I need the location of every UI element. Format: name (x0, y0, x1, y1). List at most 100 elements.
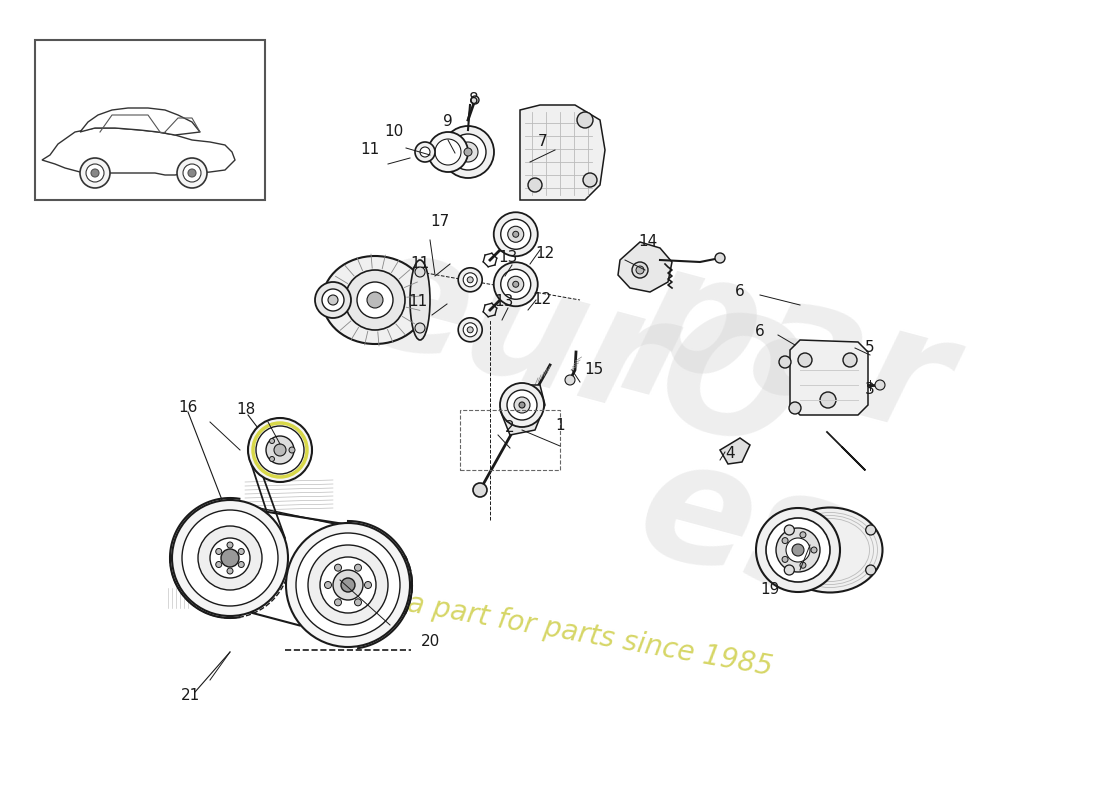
Circle shape (296, 533, 400, 637)
Circle shape (270, 457, 275, 462)
Circle shape (442, 126, 494, 178)
Circle shape (632, 262, 648, 278)
Circle shape (514, 397, 530, 413)
Circle shape (308, 545, 388, 625)
Circle shape (324, 582, 331, 589)
Circle shape (216, 549, 222, 554)
Text: 2: 2 (505, 421, 515, 435)
Text: 18: 18 (236, 402, 255, 418)
Circle shape (248, 418, 312, 482)
Circle shape (334, 599, 341, 606)
Circle shape (354, 599, 362, 606)
Ellipse shape (410, 260, 430, 340)
Circle shape (782, 557, 788, 562)
Circle shape (500, 270, 530, 299)
Circle shape (428, 132, 468, 172)
Circle shape (91, 169, 99, 177)
Text: 6: 6 (755, 325, 764, 339)
Circle shape (528, 178, 542, 192)
Circle shape (274, 444, 286, 456)
Circle shape (227, 568, 233, 574)
Circle shape (468, 277, 473, 282)
Text: 13: 13 (494, 294, 514, 310)
Circle shape (471, 96, 478, 104)
Text: 6: 6 (735, 285, 745, 299)
Text: 20: 20 (420, 634, 440, 650)
Circle shape (776, 528, 820, 572)
Circle shape (358, 282, 393, 318)
Circle shape (172, 500, 288, 616)
Polygon shape (618, 242, 672, 292)
Circle shape (420, 147, 430, 157)
Circle shape (266, 436, 294, 464)
Text: 12: 12 (536, 246, 554, 262)
Text: 1: 1 (556, 418, 564, 434)
Circle shape (766, 518, 830, 582)
Circle shape (459, 268, 482, 292)
Text: 19: 19 (760, 582, 780, 598)
Circle shape (458, 142, 478, 162)
Circle shape (364, 582, 372, 589)
Circle shape (239, 549, 244, 554)
Circle shape (508, 276, 524, 292)
Text: 10: 10 (384, 125, 404, 139)
Circle shape (874, 380, 886, 390)
Polygon shape (500, 385, 544, 435)
Circle shape (494, 262, 538, 306)
Text: 11: 11 (408, 294, 428, 310)
Circle shape (198, 526, 262, 590)
FancyBboxPatch shape (35, 40, 265, 200)
Ellipse shape (778, 507, 882, 593)
Circle shape (177, 158, 207, 188)
Circle shape (508, 226, 524, 242)
Circle shape (800, 562, 806, 568)
Text: eurO: eurO (339, 212, 821, 488)
Circle shape (210, 538, 250, 578)
Text: par
es: par es (573, 230, 967, 650)
Text: 12: 12 (532, 293, 551, 307)
Text: 3: 3 (865, 382, 874, 398)
Circle shape (415, 323, 425, 333)
Circle shape (183, 164, 201, 182)
Ellipse shape (322, 256, 428, 344)
Circle shape (322, 289, 344, 311)
Circle shape (866, 565, 876, 575)
Circle shape (789, 402, 801, 414)
Text: 21: 21 (180, 689, 199, 703)
Text: 9: 9 (443, 114, 453, 130)
Text: 13: 13 (498, 250, 518, 266)
Circle shape (866, 525, 876, 535)
Circle shape (463, 273, 477, 286)
Circle shape (715, 253, 725, 263)
Circle shape (784, 525, 794, 535)
Circle shape (270, 438, 275, 443)
Circle shape (286, 523, 410, 647)
Text: 7: 7 (538, 134, 548, 150)
Circle shape (782, 538, 788, 543)
Circle shape (756, 508, 840, 592)
Circle shape (500, 219, 530, 250)
Text: 16: 16 (178, 401, 198, 415)
Circle shape (333, 570, 363, 600)
Circle shape (468, 326, 473, 333)
Circle shape (289, 447, 295, 453)
Circle shape (513, 282, 519, 287)
Circle shape (800, 532, 806, 538)
Circle shape (221, 549, 239, 567)
Circle shape (367, 292, 383, 308)
Circle shape (473, 483, 487, 497)
Text: 15: 15 (584, 362, 604, 378)
Circle shape (811, 547, 817, 553)
Circle shape (784, 565, 794, 575)
Circle shape (450, 134, 486, 170)
Circle shape (415, 267, 425, 277)
Circle shape (820, 392, 836, 408)
Circle shape (843, 353, 857, 367)
Circle shape (779, 356, 791, 368)
Circle shape (513, 231, 519, 238)
Circle shape (578, 112, 593, 128)
Text: 17: 17 (430, 214, 450, 230)
Circle shape (792, 544, 804, 556)
Circle shape (315, 282, 351, 318)
Text: 4: 4 (725, 446, 735, 462)
